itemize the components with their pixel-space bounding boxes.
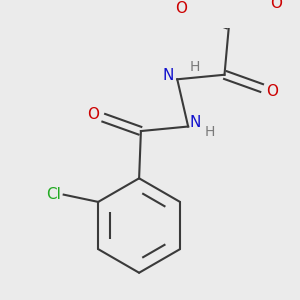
Text: N: N (162, 68, 174, 83)
Text: O: O (266, 84, 278, 99)
Text: O: O (175, 1, 187, 16)
Text: N: N (190, 116, 201, 130)
Text: O: O (87, 107, 99, 122)
Text: H: H (205, 125, 215, 139)
Text: H: H (190, 60, 200, 74)
Text: O: O (270, 0, 282, 11)
Text: Cl: Cl (46, 187, 61, 202)
